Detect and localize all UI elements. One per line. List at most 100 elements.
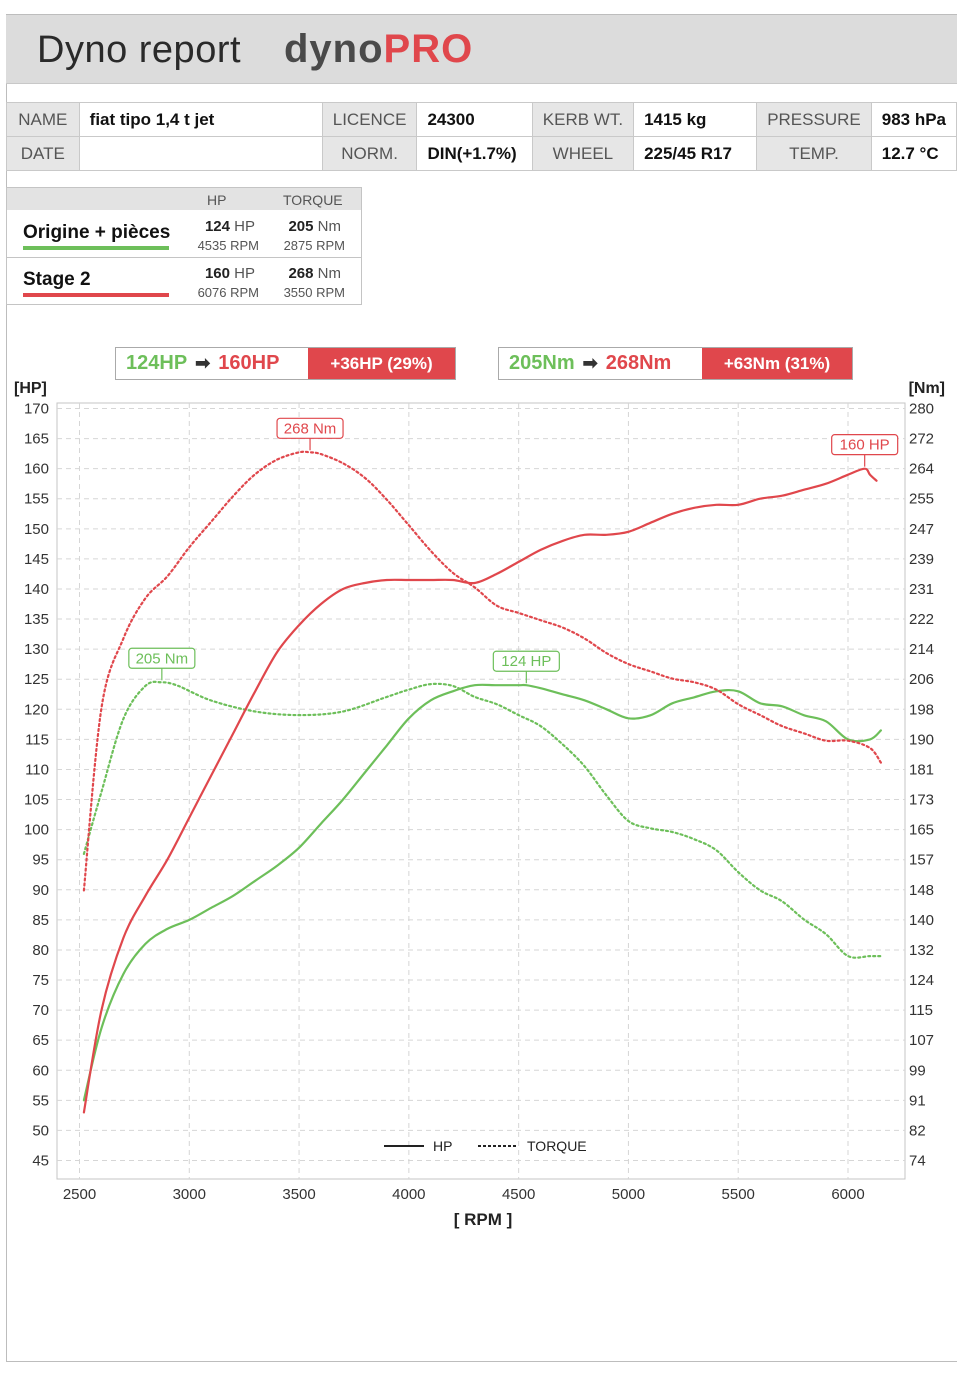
y-right-tick-label: 107 bbox=[909, 1032, 934, 1049]
y-left-tick-label: 150 bbox=[24, 521, 49, 538]
chart-annotations: 268 Nm 160 HP 205 Nm 124 HP bbox=[128, 417, 899, 684]
y-left-tick-label: 120 bbox=[24, 701, 49, 718]
runs-legend: HP TORQUE Origine + pièces 124 HP 4535 R… bbox=[6, 187, 362, 305]
y-right-tick-label: 190 bbox=[909, 731, 934, 748]
y-right-tick-label: 124 bbox=[909, 972, 934, 989]
wheel-value: 225/45 R17 bbox=[633, 136, 758, 171]
legend-torque-label: TORQUE bbox=[527, 1138, 587, 1154]
wheel-label: WHEEL bbox=[531, 136, 635, 171]
y-right-tick-label: 115 bbox=[909, 1002, 933, 1019]
y-left-tick-label: 45 bbox=[32, 1153, 49, 1170]
run-hp: 160 HP bbox=[204, 265, 255, 282]
torque-gain-badge: 205Nm ➡ 268Nm +63Nm (31%) bbox=[498, 347, 853, 380]
legend-header: HP TORQUE bbox=[7, 188, 361, 210]
x-tick-label: 5500 bbox=[722, 1186, 755, 1203]
y-right-tick-label: 280 bbox=[909, 401, 934, 418]
y-right-tick-label: 99 bbox=[909, 1062, 926, 1079]
norm-value: DIN(+1.7%) bbox=[416, 136, 533, 171]
y-right-tick-label: 231 bbox=[909, 581, 934, 598]
y-left-tick-label: 50 bbox=[32, 1122, 49, 1139]
x-tick-label: 4500 bbox=[502, 1186, 535, 1203]
temp-value: 12.7 °C bbox=[870, 136, 957, 171]
y-left-tick-label: 155 bbox=[24, 491, 49, 508]
report-title: Dyno report bbox=[37, 29, 242, 71]
run-torque: 268 Nm bbox=[288, 265, 341, 282]
y-left-tick-label: 80 bbox=[32, 942, 49, 959]
y-left-tick-label: 100 bbox=[24, 822, 49, 839]
y-left-tick-label: 165 bbox=[24, 431, 49, 448]
y-left-tick-label: 135 bbox=[24, 611, 49, 628]
arrow-right-icon: ➡ bbox=[582, 353, 598, 373]
y-left-tick-label: 105 bbox=[24, 792, 49, 809]
x-tick-label: 3000 bbox=[173, 1186, 206, 1203]
y-right-tick-label: 157 bbox=[909, 852, 934, 869]
name-label: NAME bbox=[6, 102, 80, 137]
arrow-right-icon: ➡ bbox=[195, 353, 211, 373]
y-left-tick-label: 160 bbox=[24, 461, 49, 478]
y-left-tick-label: 110 bbox=[25, 761, 49, 778]
norm-label: NORM. bbox=[321, 136, 418, 171]
y-right-tick-label: 74 bbox=[909, 1153, 926, 1170]
torque-delta: +63Nm (31%) bbox=[702, 348, 852, 379]
y-right-tick-label: 264 bbox=[909, 461, 934, 478]
annotation-box bbox=[276, 417, 344, 439]
y-left-tick-label: 145 bbox=[24, 551, 49, 568]
y-left-tick-label: 55 bbox=[32, 1092, 49, 1109]
y-right-tick-label: 206 bbox=[909, 671, 934, 688]
run-name: Origine + pièces bbox=[23, 222, 171, 243]
name-value: fiat tipo 1,4 t jet bbox=[78, 102, 323, 137]
run-hp: 124 HP bbox=[204, 218, 255, 235]
run-torque-rpm: 2875 RPM bbox=[283, 238, 345, 253]
y-right-tick-label: 198 bbox=[909, 701, 934, 718]
annotation-box bbox=[492, 650, 560, 672]
x-tick-label: 3500 bbox=[282, 1186, 315, 1203]
x-tick-label: 4000 bbox=[392, 1186, 425, 1203]
legend-hp-header: HP bbox=[207, 192, 227, 208]
annotation-box bbox=[128, 647, 196, 669]
y-left-tick-label: 140 bbox=[24, 581, 49, 598]
licence-value: 24300 bbox=[416, 102, 533, 137]
y-right-tick-label: 255 bbox=[909, 491, 934, 508]
brand-logo: dynoPRO bbox=[284, 27, 474, 71]
y-left-tick-label: 75 bbox=[32, 972, 49, 989]
x-tick-label: 2500 bbox=[63, 1186, 96, 1203]
chart-series bbox=[82, 450, 882, 1114]
y-left-tick-label: 170 bbox=[24, 401, 49, 418]
run-torque-rpm: 3550 RPM bbox=[283, 285, 345, 300]
y-right-tick-label: 214 bbox=[909, 641, 934, 658]
y-left-axis-label: [HP] bbox=[14, 380, 47, 397]
y-right-tick-label: 173 bbox=[909, 792, 934, 809]
hp-to: 160HP bbox=[218, 352, 280, 374]
annotation-label: 124 HP bbox=[501, 653, 551, 670]
licence-label: LICENCE bbox=[321, 102, 418, 137]
x-axis-label: [ RPM ] bbox=[454, 1210, 513, 1229]
temp-label: TEMP. bbox=[756, 136, 872, 171]
date-value bbox=[78, 136, 323, 171]
y-right-tick-label: 272 bbox=[909, 431, 934, 448]
run-color-swatch bbox=[23, 293, 169, 297]
y-right-tick-label: 82 bbox=[909, 1122, 926, 1139]
y-right-tick-label: 91 bbox=[909, 1092, 926, 1109]
peak-annotation: 160 HP bbox=[831, 434, 899, 467]
annotation-label: 205 Nm bbox=[136, 650, 189, 667]
y-right-tick-label: 239 bbox=[909, 551, 934, 568]
kerb-value: 1415 kg bbox=[633, 102, 758, 137]
kerb-label: KERB WT. bbox=[531, 102, 635, 137]
annotation-label: 160 HP bbox=[840, 437, 890, 454]
y-right-tick-label: 148 bbox=[909, 882, 934, 899]
annotation-label: 268 Nm bbox=[284, 420, 337, 437]
annotation-box bbox=[831, 434, 899, 456]
date-label: DATE bbox=[6, 136, 80, 171]
chart-grid bbox=[56, 402, 906, 1180]
y-left-tick-label: 65 bbox=[32, 1032, 49, 1049]
plot-frame bbox=[56, 402, 906, 1180]
pressure-value: 983 hPa bbox=[870, 102, 957, 137]
y-left-tick-label: 130 bbox=[24, 641, 49, 658]
torque-from: 205Nm bbox=[509, 352, 575, 374]
chart-legend: HP TORQUE bbox=[384, 1138, 587, 1154]
peak-annotation: 205 Nm bbox=[128, 647, 196, 681]
x-tick-label: 5000 bbox=[612, 1186, 645, 1203]
y-left-tick-label: 60 bbox=[32, 1062, 49, 1079]
y-right-tick-label: 132 bbox=[909, 942, 934, 959]
stage2-torque-line bbox=[82, 450, 882, 892]
